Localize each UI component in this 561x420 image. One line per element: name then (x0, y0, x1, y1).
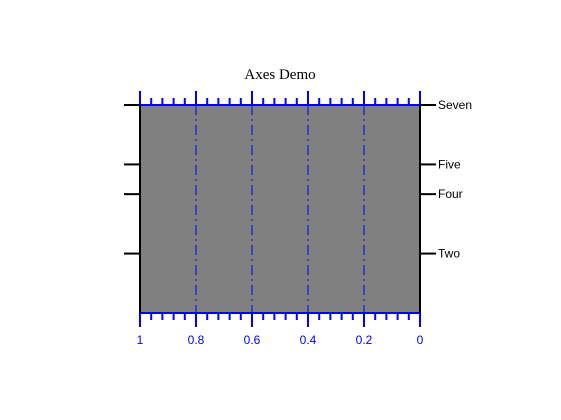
y-tick-label: Five (438, 157, 461, 171)
x-tick-label: 0.8 (188, 333, 205, 347)
x-tick-label: 0 (417, 333, 424, 347)
grid-lines (195, 105, 365, 313)
y-tick-label: Four (438, 187, 463, 201)
plot-area (140, 105, 420, 313)
chart-title: Axes Demo (244, 67, 315, 83)
tick-labels: 1 0.8 0.6 0.4 0.2 0 Two Four Five Seven (137, 98, 472, 347)
tick-marks (124, 91, 436, 327)
x-tick-label: 0.6 (244, 333, 261, 347)
x-tick-label: 0.4 (300, 333, 317, 347)
x-tick-label: 1 (137, 333, 144, 347)
axes (139, 104, 421, 314)
x-tick-label: 0.2 (356, 333, 373, 347)
y-tick-label: Two (438, 247, 460, 261)
y-tick-label: Seven (438, 98, 472, 112)
